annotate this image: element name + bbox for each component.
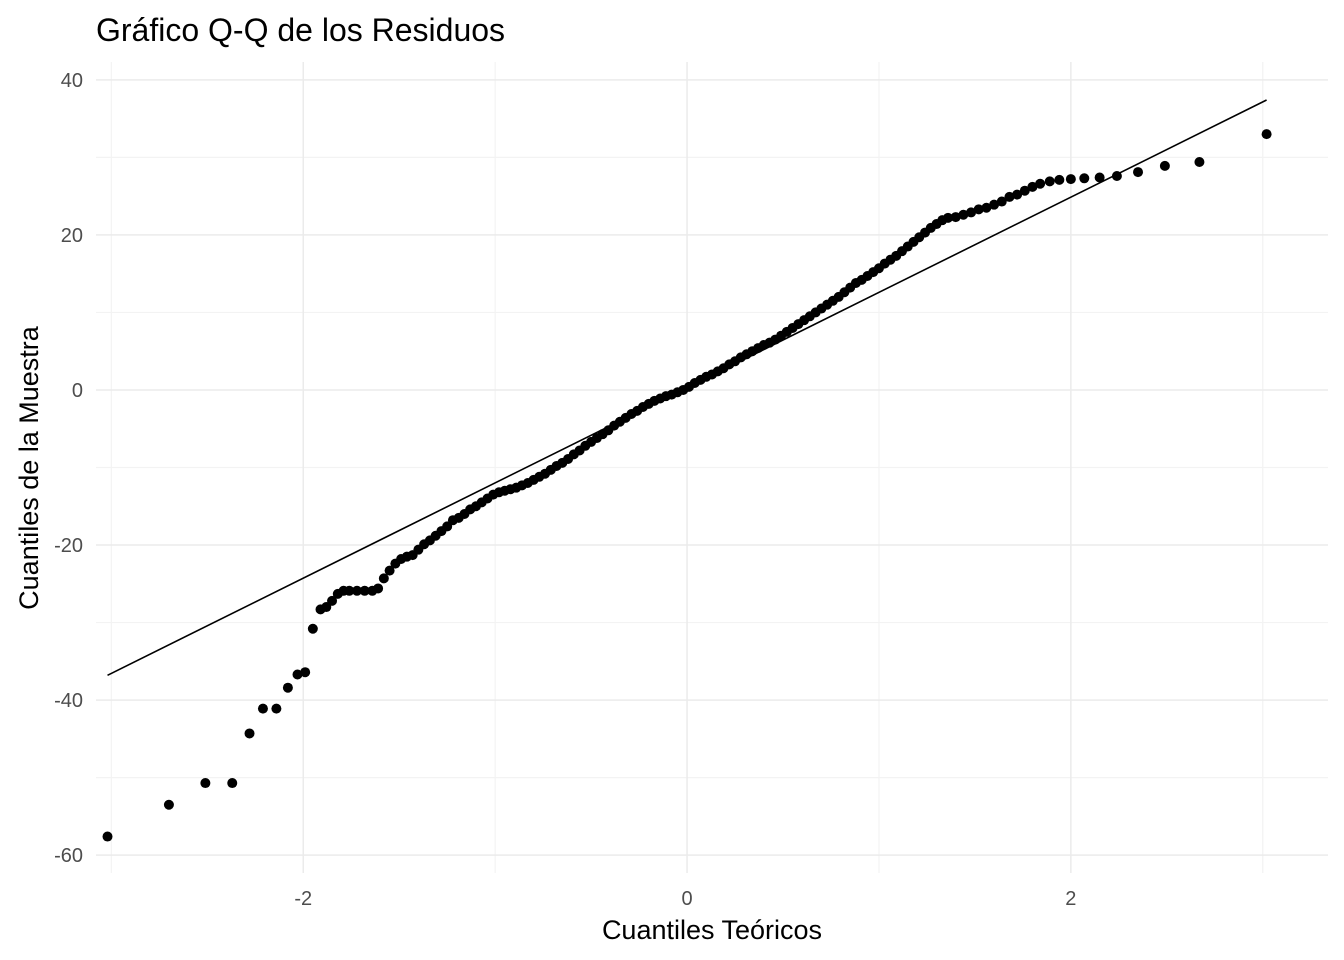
data-point	[1094, 172, 1105, 183]
data-point	[989, 199, 1000, 210]
data-point	[1012, 189, 1023, 200]
data-point	[1159, 160, 1170, 171]
data-point	[1019, 185, 1030, 196]
data-point	[1133, 167, 1144, 178]
data-point	[1035, 178, 1046, 189]
data-point	[1079, 173, 1090, 184]
data-point	[384, 565, 395, 576]
data-point	[307, 623, 318, 634]
data-point	[271, 703, 282, 714]
x-axis-title: Cuantiles Teóricos	[602, 915, 822, 945]
data-point	[1261, 129, 1272, 140]
data-point	[1027, 181, 1038, 192]
data-point	[351, 585, 362, 596]
y-tick-label: -20	[54, 535, 83, 557]
x-tick-label: 2	[1065, 888, 1076, 910]
data-point	[257, 703, 268, 714]
data-point	[1065, 174, 1076, 185]
y-tick-label: 0	[72, 380, 83, 402]
data-point	[973, 204, 984, 215]
x-tick-label: -2	[294, 888, 312, 910]
data-point	[200, 778, 211, 789]
data-point	[359, 585, 370, 596]
y-axis-tick-labels: -60 -40 -20 0 20 40	[54, 70, 83, 867]
data-point	[1054, 174, 1065, 185]
data-point	[163, 799, 174, 810]
data-point	[282, 682, 293, 693]
y-tick-label: 20	[61, 225, 83, 247]
data-point	[996, 196, 1007, 207]
data-point	[943, 212, 954, 223]
x-axis-tick-labels: -2 0 2	[294, 888, 1076, 910]
chart-title: Gráfico Q-Q de los Residuos	[96, 12, 505, 48]
minor-gridlines	[96, 62, 1328, 873]
x-tick-label: 0	[681, 888, 692, 910]
data-point	[227, 778, 238, 789]
data-points	[102, 129, 1272, 842]
data-point	[378, 573, 389, 584]
data-point	[1194, 157, 1205, 168]
data-point	[1004, 191, 1015, 202]
data-point	[950, 212, 961, 223]
data-point	[373, 583, 384, 594]
data-point	[292, 669, 303, 680]
data-point	[102, 831, 113, 842]
data-point	[244, 728, 255, 739]
y-tick-label: 40	[61, 70, 83, 92]
y-axis-title: Cuantiles de la Muestra	[14, 325, 44, 610]
data-point	[327, 595, 338, 606]
data-point	[1111, 170, 1122, 181]
data-point	[344, 585, 355, 596]
data-point	[966, 207, 977, 218]
data-point	[981, 202, 992, 213]
data-point	[1044, 176, 1055, 187]
y-tick-label: -40	[54, 690, 83, 712]
data-point	[300, 667, 311, 678]
y-tick-label: -60	[54, 845, 83, 867]
data-point	[958, 209, 969, 220]
